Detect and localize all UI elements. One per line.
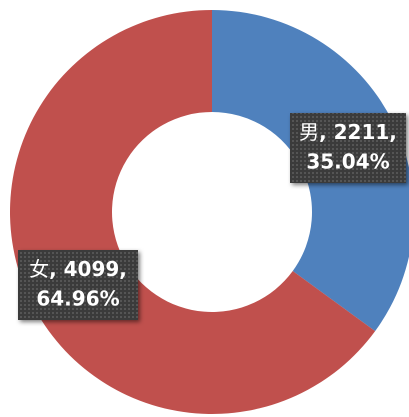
labels: 男, 2211, 35.04% 女, 4099, 64.96% bbox=[18, 113, 406, 320]
percent-label: 35.04% bbox=[306, 150, 389, 174]
slices bbox=[9, 10, 409, 415]
percent-label: 64.96% bbox=[36, 287, 119, 311]
data-label: 男, 2211, bbox=[299, 120, 397, 144]
value-label: , 2211, bbox=[319, 120, 397, 144]
category-label: 女 bbox=[29, 257, 49, 281]
label-box bbox=[18, 250, 138, 320]
value-label: , 4099, bbox=[49, 257, 127, 281]
data-label: 女, 4099, bbox=[29, 257, 127, 281]
category-label: 男 bbox=[299, 120, 319, 144]
label-box bbox=[290, 113, 406, 183]
